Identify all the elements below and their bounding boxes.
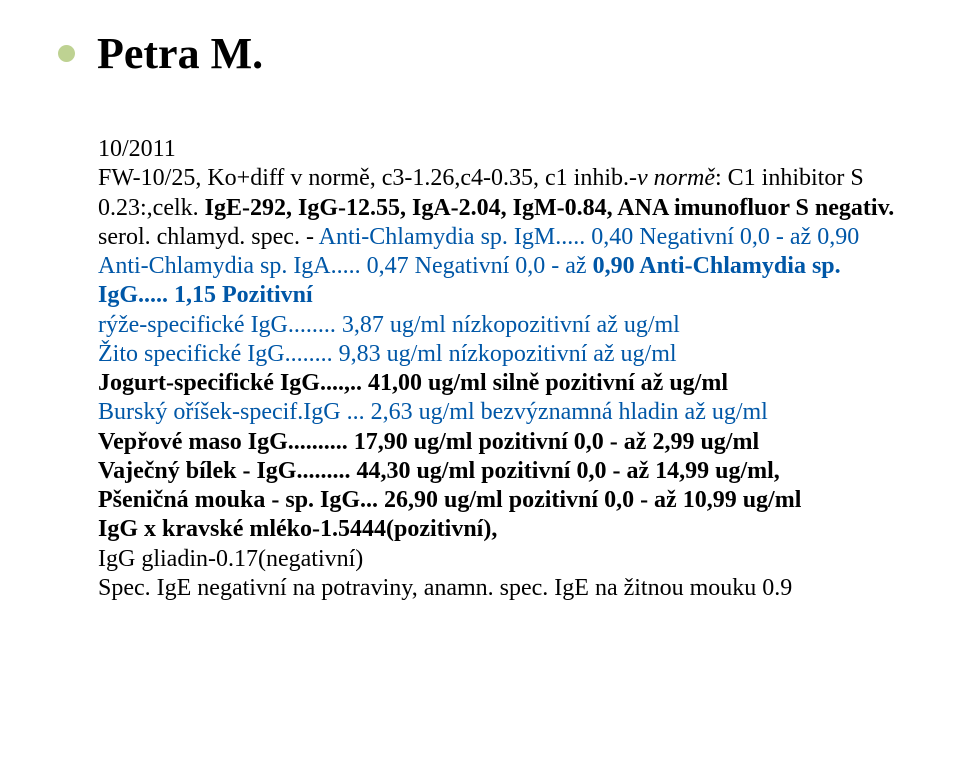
text-bold: IgE-292, IgG-12.55, IgA-2.04, IgM-0.84, …	[205, 195, 895, 221]
line-12: IgG gliadin-0.17(negativní)	[98, 545, 902, 574]
line-2: FW-10/25, Ko+diff v normě, c3-1.26,c4-0.…	[98, 164, 902, 223]
line-10: Pšeničná mouka - sp. IgG... 26,90 ug/ml …	[98, 486, 902, 515]
line-7: Burský oříšek-specif.IgG ... 2,63 ug/ml …	[98, 398, 902, 427]
page-title: Petra M.	[97, 28, 263, 79]
line-13: Spec. IgE negativní na potraviny, anamn.…	[98, 574, 902, 603]
line-9: Vaječný bílek - IgG......... 44,30 ug/ml…	[98, 457, 902, 486]
line-8: Vepřové maso IgG.......... 17,90 ug/ml p…	[98, 428, 902, 457]
body-text: 10/2011 FW-10/25, Ko+diff v normě, c3-1.…	[98, 135, 902, 603]
line-5: Žito specifické IgG........ 9,83 ug/ml n…	[98, 340, 902, 369]
title-row: Petra M.	[58, 28, 902, 79]
line-6: Jogurt-specifické IgG....,.. 41,00 ug/ml…	[98, 369, 902, 398]
line-3: serol. chlamyd. spec. - Anti-Chlamydia s…	[98, 223, 902, 311]
bullet-icon	[58, 45, 75, 62]
text: FW-10/25, Ko+diff v normě, c3-1.26,c4-0.…	[98, 165, 629, 191]
line-1: 10/2011	[98, 135, 902, 164]
text: serol. chlamyd. spec. -	[98, 224, 319, 250]
text-italic: -v normě	[629, 165, 715, 191]
document-page: Petra M. 10/2011 FW-10/25, Ko+diff v nor…	[0, 0, 960, 603]
line-4: rýže-specifické IgG........ 3,87 ug/ml n…	[98, 311, 902, 340]
line-11: IgG x kravské mléko-1.5444(pozitivní),	[98, 515, 902, 544]
